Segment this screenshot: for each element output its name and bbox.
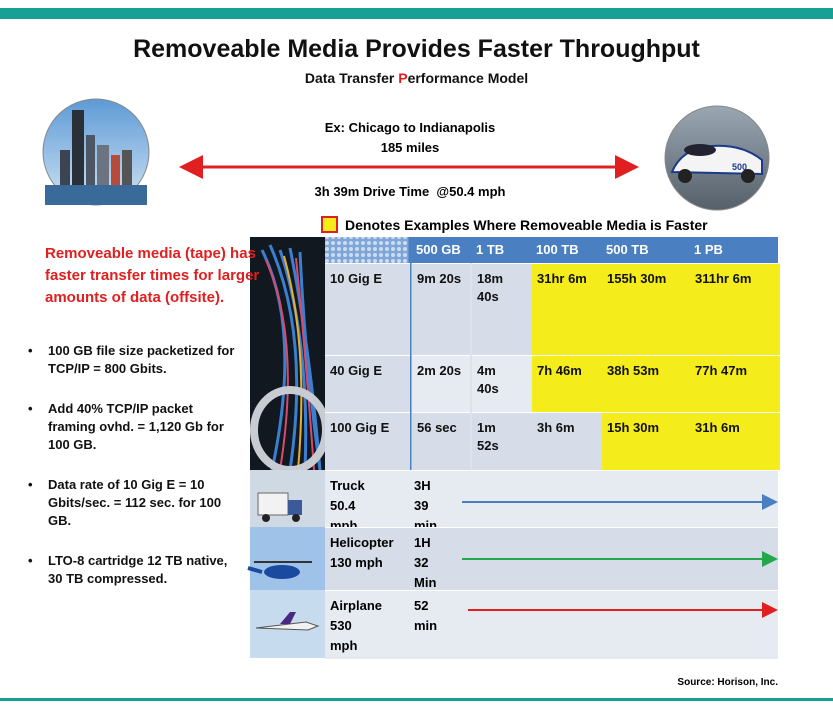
row-label: 10 Gig E [325, 263, 410, 355]
bullet: LTO-8 cartridge 12 TB native, 30 TB comp… [28, 552, 240, 588]
subtitle: Data Transfer Performance Model [0, 70, 833, 86]
bullet: Data rate of 10 Gig E = 10 Gbits/sec. = … [28, 476, 240, 530]
legend-swatch [322, 217, 337, 232]
svg-text:500: 500 [732, 162, 747, 172]
table-cell: 7h 46m [532, 355, 602, 412]
table-cell: 77h 47m [690, 355, 780, 412]
bullet-list: 100 GB file size packetized for TCP/IP =… [28, 342, 240, 610]
highlight-note: Removeable media (tape) has faster trans… [45, 243, 265, 309]
column-header: 500 GB [410, 237, 470, 263]
table-cell: 155h 30m [602, 263, 690, 355]
transport-bg [325, 470, 778, 528]
slide: 500 Removeable Media Provides Faster Thr… [0, 0, 833, 715]
table-cell: 3h 6m [532, 412, 602, 470]
race-car-image: 500 [665, 106, 769, 210]
row-label: 100 Gig E [325, 412, 410, 470]
row-label-line: Truck [330, 478, 365, 493]
column-header: 1 TB [470, 237, 530, 263]
row-label: Airplane 530 mph [325, 590, 387, 662]
travel-time: 1H 32 Min [414, 527, 436, 599]
table-cell: 15h 30m [602, 412, 690, 470]
source: Source: Horison, Inc. [677, 677, 778, 688]
bullet: 100 GB file size packetized for TCP/IP =… [28, 342, 240, 378]
row-label-line: 130 mph [330, 555, 383, 570]
row-label-line: 530 mph [330, 618, 357, 653]
travel-time: 52 min [414, 590, 437, 642]
transport-bg [325, 590, 778, 659]
table-cell: 2m 20s [412, 355, 470, 412]
route-distance: 185 miles [210, 140, 610, 155]
row-label: 40 Gig E [325, 355, 410, 412]
column-header: 100 TB [530, 237, 600, 263]
subtitle-text: erformance Model [408, 70, 529, 86]
travel-time-line: 1H [414, 535, 431, 550]
subtitle-text: P [398, 70, 407, 86]
table-cell: 1m 52s [472, 412, 532, 470]
table-cell: 31h 6m [690, 412, 780, 470]
table-cell: 311hr 6m [690, 263, 780, 355]
row-label-line: Airplane [330, 598, 382, 613]
table-cell: 18m 40s [472, 263, 532, 355]
legend-text: Denotes Examples Where Removeable Media … [345, 217, 708, 233]
travel-time-line: 32 Min [414, 555, 436, 590]
top-band [0, 8, 833, 19]
subtitle-text: Data Transfer [305, 70, 398, 86]
table-cell: 38h 53m [602, 355, 690, 412]
bullet: Add 40% TCP/IP packet framing ovhd. = 1,… [28, 400, 240, 454]
drive-time: 3h 39m Drive Time @50.4 mph [210, 184, 610, 199]
table-cell: 31hr 6m [532, 263, 602, 355]
table-cell: 9m 20s [412, 263, 470, 355]
title: Removeable Media Provides Faster Through… [0, 35, 833, 64]
bottom-rule [0, 698, 833, 701]
row-label: Helicopter 130 mph [325, 527, 399, 579]
table-cell: 56 sec [412, 412, 470, 470]
column-header: 1 PB [688, 237, 778, 263]
row-label-line: Helicopter [330, 535, 394, 550]
route-label: Ex: Chicago to Indianapolis [210, 120, 610, 135]
column-header: 500 TB [600, 237, 688, 263]
travel-time-line: 3H [414, 478, 431, 493]
travel-time-line: 52 min [414, 598, 437, 633]
chicago-image [43, 99, 149, 205]
table-cell: 4m 40s [472, 355, 532, 412]
